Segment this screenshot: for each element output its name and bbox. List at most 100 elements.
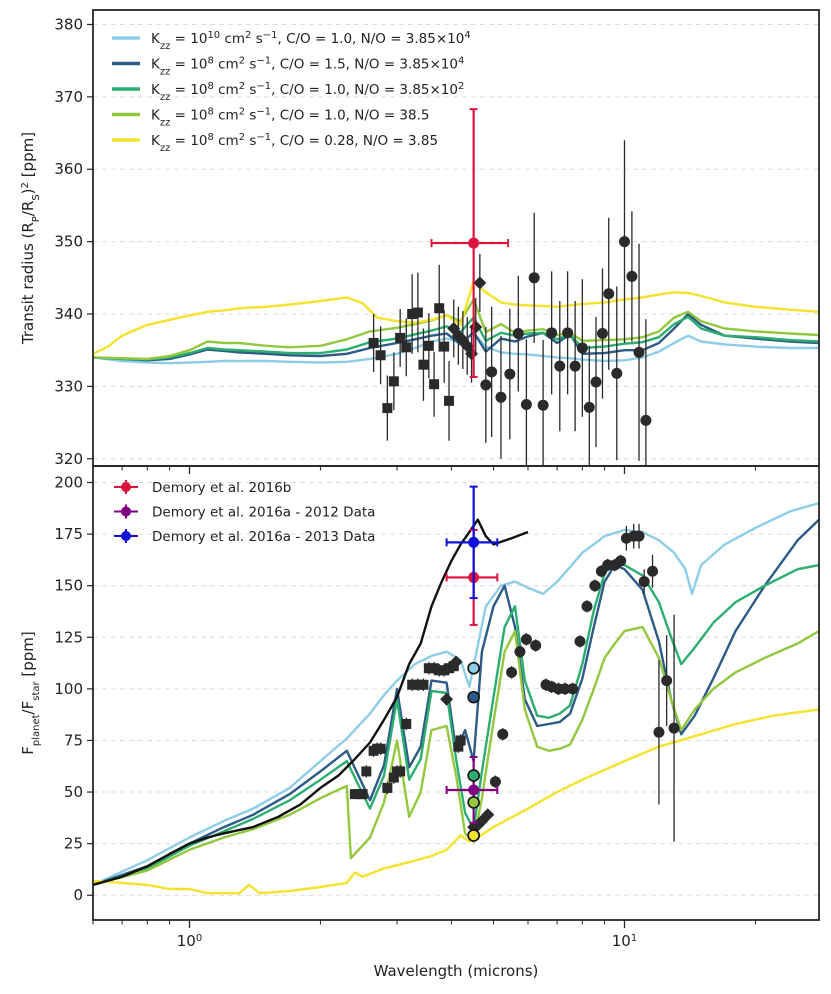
point-emission-squares <box>455 735 466 746</box>
bottom-y-axis-label: Fplanet/Fstar [ppm] <box>19 631 42 755</box>
point-transit-circles <box>495 391 507 403</box>
point-transit-circles <box>596 328 608 340</box>
point-transit-squares <box>368 337 379 348</box>
point-emission-circles <box>638 576 650 588</box>
point-demory-et-al-2016a-2013-data <box>468 536 480 548</box>
point-transit-squares <box>439 341 450 352</box>
series-kzz-1e8-c-o-1-0-n-o-38-5 <box>93 298 819 361</box>
series-kzz-1e10-c-o-1-0-n-o-3-85x10-4 <box>93 501 819 886</box>
point-transit-squares <box>429 379 440 390</box>
bottom-ytick-label: 75 <box>64 731 83 749</box>
point-transit-circles <box>590 376 602 388</box>
legend-label-kzz-1e8-c-o-0-28-n-o-3-85: Kzz = 108 cm2 s−1, C/O = 0.28, N/O = 3.8… <box>151 132 438 154</box>
point-transit-circles <box>562 327 574 339</box>
point-transit-circles <box>520 398 532 410</box>
legend-label-kzz-1e8-c-o-1-0-n-o-3-85x10-2: Kzz = 108 cm2 s−1, C/O = 1.0, N/O = 3.85… <box>151 81 464 103</box>
point-transit-circles <box>611 367 623 379</box>
point-emission-squares <box>418 679 429 690</box>
point-transit-circles <box>512 328 524 340</box>
point-emission-squares <box>375 743 386 754</box>
point-transit-squares <box>412 307 423 318</box>
point-transit-circles <box>633 346 645 358</box>
point-emission-circles <box>530 640 542 652</box>
legend-label-demory-et-al-2016b: Demory et al. 2016b <box>152 480 291 496</box>
point-model-band-points <box>467 796 480 809</box>
point-emission-circles <box>514 646 526 658</box>
bottom-ytick-label: 0 <box>73 886 83 904</box>
point-transit-circles <box>554 360 566 372</box>
point-transit-squares <box>407 309 418 319</box>
top-y-axis-label: Transit radius (RP/RS)2 [ppm] <box>19 132 42 345</box>
bottom-ytick-label: 25 <box>64 835 83 853</box>
x-axis-label: Wavelength (microns) <box>374 962 539 980</box>
point-transit-circles <box>583 401 595 413</box>
point-transit-squares <box>382 403 393 414</box>
legend-label-kzz-1e10-c-o-1-0-n-o-3-85x10-4: Kzz = 1010 cm2 s−1, C/O = 1.0, N/O = 3.8… <box>151 30 471 52</box>
point-emission-squares <box>382 782 393 793</box>
point-emission-squares <box>453 741 464 752</box>
bottom-gridlines <box>93 482 819 896</box>
point-emission-circles <box>661 675 673 687</box>
point-transit-circles <box>504 368 516 380</box>
bottom-ytick-label: 100 <box>54 680 83 698</box>
point-emission-circles <box>589 580 601 592</box>
point-emission-circles <box>567 683 579 695</box>
point-emission-diamonds <box>440 692 454 706</box>
point-emission-squares <box>423 663 434 674</box>
point-emission-squares <box>388 772 399 783</box>
series-kzz-1e8-c-o-1-5-n-o-3-85x10-4 <box>93 312 819 362</box>
point-emission-circles <box>668 722 680 734</box>
point-transit-diamonds <box>465 347 479 361</box>
point-transit-circles <box>603 288 615 300</box>
point-emission-squares <box>412 679 423 690</box>
top-legend: Kzz = 1010 cm2 s−1, C/O = 1.0, N/O = 3.8… <box>112 30 471 154</box>
point-transit-circles <box>528 272 540 284</box>
point-transit-circles <box>569 360 581 372</box>
top-ytick-label: 350 <box>54 233 83 251</box>
point-transit-squares <box>401 342 412 353</box>
bottom-ytick-label: 125 <box>54 628 83 646</box>
point-model-band-points <box>467 829 480 842</box>
point-transit-squares <box>444 395 455 406</box>
point-emission-circles <box>506 666 518 678</box>
point-emission-diamonds <box>449 655 463 669</box>
bottom-ytick-label: 200 <box>54 474 83 492</box>
point-emission-circles <box>615 555 627 567</box>
top-ytick-label: 370 <box>54 88 83 106</box>
bottom-plot-area <box>93 485 819 895</box>
series-kzz-1e8-c-o-1-5-n-o-3-85x10-4 <box>93 518 819 887</box>
point-emission-squares <box>395 766 406 777</box>
xtick-label: 100 <box>177 932 202 950</box>
legend-marker <box>121 482 131 492</box>
point-model-band-points <box>467 690 480 704</box>
point-demory-et-al-2016a-2012-data <box>468 784 480 796</box>
series-black-spectrum <box>93 518 529 887</box>
point-model-band-points <box>467 769 480 782</box>
legend-label-demory-et-al-2016a-2013-data: Demory et al. 2016a - 2013 Data <box>152 529 375 545</box>
bottom-ytick-label: 50 <box>64 783 83 801</box>
top-gridlines <box>93 23 819 460</box>
series-kzz-1e8-c-o-0-28-n-o-3-85 <box>93 280 819 355</box>
point-emission-circles <box>574 635 586 647</box>
point-emission-circles <box>647 565 659 577</box>
top-ytick-label: 320 <box>54 450 83 468</box>
axis-labels: Wavelength (microns) Transit radius (RP/R… <box>19 132 538 980</box>
point-emission-diamonds <box>481 808 495 822</box>
top-ytick-label: 380 <box>54 15 83 33</box>
series-kzz-1e8-c-o-1-0-n-o-3-85x10-2 <box>93 559 819 887</box>
point-transit-circles <box>618 236 630 248</box>
top-ytick-label: 330 <box>54 377 83 395</box>
series-kzz-1e8-c-o-0-28-n-o-3-85 <box>93 708 819 895</box>
point-transit-squares <box>423 340 434 351</box>
bottom-legend: Demory et al. 2016b Demory et al. 2016a -… <box>114 480 375 545</box>
point-transit-squares <box>418 359 429 370</box>
point-emission-squares <box>401 718 412 729</box>
point-emission-circles <box>497 728 509 740</box>
point-transit-circles <box>626 270 638 282</box>
point-transit-diamonds <box>473 276 487 290</box>
legend-label-demory-et-al-2016a-2012-data: Demory et al. 2016a - 2012 Data <box>152 505 375 521</box>
point-emission-circles <box>581 600 593 612</box>
point-transit-circles <box>486 366 498 378</box>
point-transit-squares <box>434 303 445 314</box>
